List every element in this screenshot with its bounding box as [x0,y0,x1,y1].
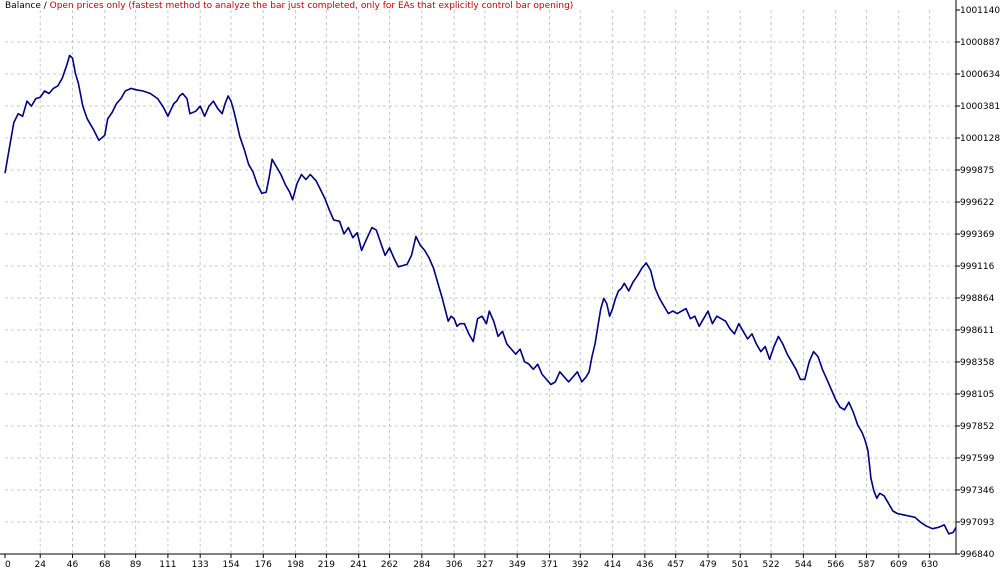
y-tick-label: 999369 [960,230,995,240]
x-tick-label: 587 [858,560,875,569]
grid-layer [5,10,956,554]
y-tick-label: 999622 [960,198,994,208]
y-tick-label: 997599 [960,454,995,464]
y-tick-label: 998105 [960,390,994,400]
x-tick-label: 392 [572,560,589,569]
y-tick-label: 999116 [960,262,995,272]
x-tick-label: 522 [762,560,779,569]
title-separator: / [40,1,50,11]
x-tick-label: 501 [732,560,749,569]
x-tick-label: 371 [541,560,558,569]
y-tick-label: 1000128 [960,134,1000,144]
x-tick-label: 46 [67,560,79,569]
x-tick-label: 89 [130,560,142,569]
chart-subtitle: Open prices only (fastest method to anal… [49,1,574,11]
x-tick-label: 306 [445,560,462,569]
y-tick-label: 1000381 [960,102,1000,112]
chart-header: Balance / Open prices only (fastest meth… [5,1,573,11]
x-tick-label: 68 [99,560,111,569]
y-tick-label: 997346 [960,486,995,496]
balance-series-line [4,54,957,535]
chart-title: Balance [5,1,41,11]
x-tick-label: 24 [34,560,46,569]
y-tick-label: 1000634 [960,70,1000,80]
x-tick-label: 349 [509,560,526,569]
y-tick-label: 998358 [960,358,995,368]
y-tick-label: 1000887 [960,38,1000,48]
x-tick-label: 479 [699,560,716,569]
x-tick-label: 284 [413,560,430,569]
x-tick-label: 327 [476,560,493,569]
y-tick-label: 998611 [960,326,994,336]
series-layer [4,54,957,535]
y-tick-label: 1001140 [960,6,1000,16]
x-tick-label: 176 [255,560,272,569]
x-tick-label: 630 [921,560,938,569]
y-tick-label: 997852 [960,422,994,432]
x-tick-label: 219 [318,560,335,569]
x-tick-label: 436 [636,560,653,569]
x-tick-label: 457 [667,560,684,569]
x-tick-label: 241 [350,560,367,569]
x-tick-label: 198 [287,560,304,569]
x-tick-label: 566 [827,560,844,569]
x-tick-label: 133 [192,560,209,569]
axis-layer [0,0,960,558]
x-tick-label: 0 [5,560,11,569]
y-tick-label: 999875 [960,166,994,176]
x-tick-label: 414 [604,560,621,569]
y-tick-label: 997093 [960,518,994,528]
x-tick-label: 154 [222,560,239,569]
x-tick-label: 609 [890,560,907,569]
y-tick-layer: 1001140 1000887 1000634 1000381 1000128 99987… [960,6,1000,560]
x-tick-label: 111 [159,560,176,569]
x-tick-label: 544 [795,560,812,569]
y-tick-label: 998864 [960,294,995,304]
x-tick-label: 262 [381,560,398,569]
y-tick-label: 996840 [960,550,995,560]
x-tick-layer: 0 24 46 68 89 111 133 154 176 198 219 241 262 284 306 3… [5,560,938,569]
